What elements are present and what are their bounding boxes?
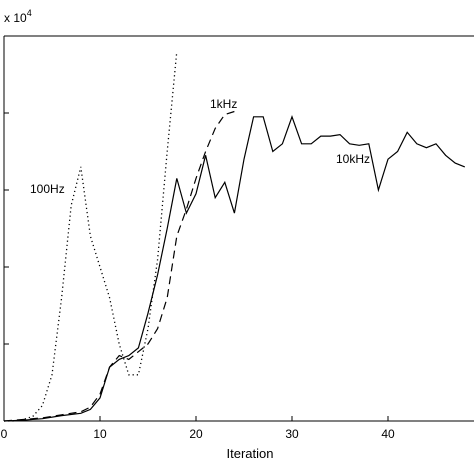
series-label-1khz: 1kHz <box>210 97 237 111</box>
x-tick-label: 0 <box>1 427 8 441</box>
y-multiplier-label: x 104 <box>4 8 32 25</box>
y-multiplier-exponent: 4 <box>27 8 32 18</box>
series-line-1khz <box>3 110 235 422</box>
y-multiplier-base: x 10 <box>4 11 27 25</box>
series-lines <box>3 51 466 422</box>
x-ticks <box>3 416 389 421</box>
y-ticks <box>4 112 9 345</box>
x-tick-labels: 0 10 20 30 40 <box>1 427 395 441</box>
x-tick-label: 10 <box>93 427 107 441</box>
x-tick-label: 20 <box>189 427 203 441</box>
series-label-100hz: 100Hz <box>30 182 65 196</box>
series-line-100hz <box>4 51 178 422</box>
axes-frame <box>3 35 474 422</box>
x-axis-title: Iteration <box>227 446 274 461</box>
x-tick-label: 30 <box>285 427 299 441</box>
x-tick-label: 40 <box>381 427 395 441</box>
series-label-10khz: 10kHz <box>336 152 370 166</box>
series-line-10khz <box>3 115 466 422</box>
